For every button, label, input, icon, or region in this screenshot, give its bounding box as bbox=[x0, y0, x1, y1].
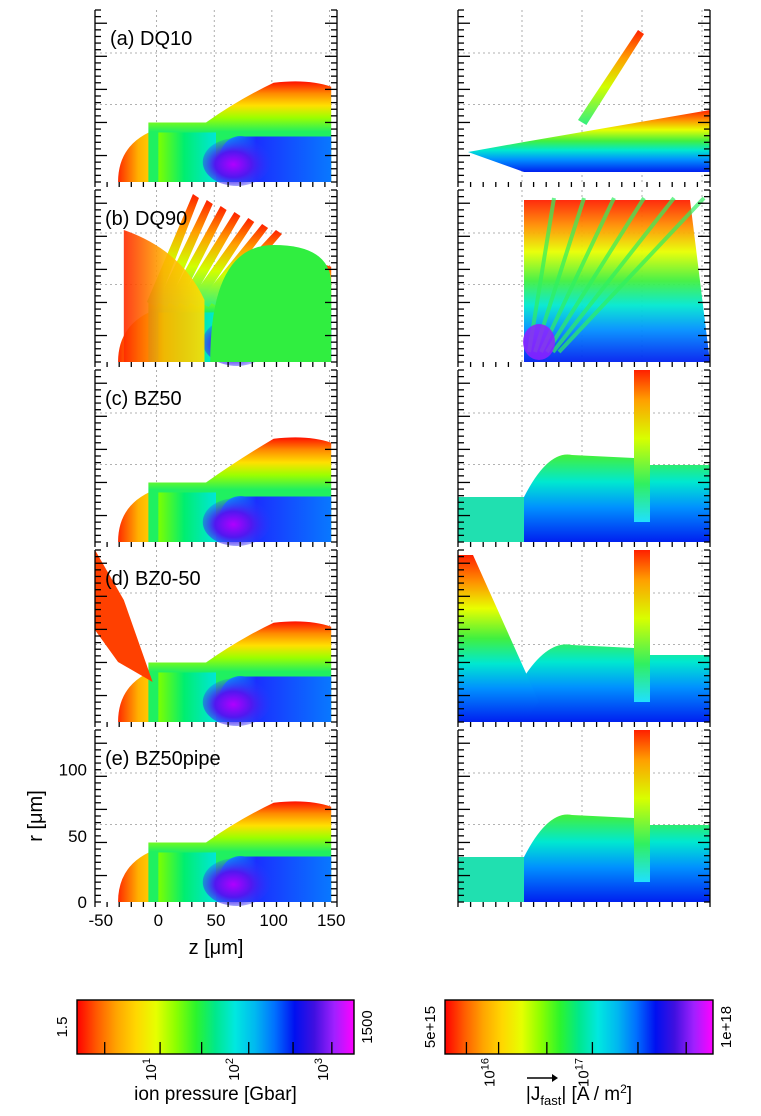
current-panel-3 bbox=[457, 549, 711, 727]
pressure-colorbar-tick-exponent: 2 bbox=[224, 1058, 236, 1064]
current-colorbar-label-part-4: ] bbox=[627, 1084, 632, 1105]
pressure-colorbar-label: ion pressure [Gbar] bbox=[134, 1084, 297, 1105]
x-tick-label: 50 bbox=[207, 911, 226, 930]
panel-label: (a) DQ10 bbox=[110, 28, 192, 50]
pressure-panel-4: (e) BZ50pipe bbox=[94, 729, 338, 907]
purple-core bbox=[202, 498, 271, 546]
current-filament bbox=[545, 196, 646, 354]
pressure-colorbar-gradient bbox=[77, 1000, 354, 1054]
current-filament bbox=[557, 196, 706, 354]
y-axis-label: r [μm] bbox=[25, 790, 47, 842]
cone-tip-region bbox=[118, 668, 159, 722]
current-field bbox=[524, 550, 710, 722]
current-jet bbox=[578, 30, 644, 125]
current-spike bbox=[634, 370, 650, 522]
current-colorbar-tick-exponent: 17 bbox=[573, 1058, 585, 1070]
current-colorbar-min-label: 5e+15 bbox=[422, 1006, 439, 1048]
current-colorbar-tick-label: 1017 bbox=[573, 1058, 592, 1087]
pressure-colorbar-frame bbox=[76, 999, 355, 1055]
current-colorbar-label-part-1: fast bbox=[540, 1093, 561, 1108]
current-colorbar-label-part-3: 2 bbox=[620, 1082, 627, 1096]
x-tick-label: 100 bbox=[259, 911, 287, 930]
purple-core bbox=[202, 678, 271, 726]
pressure-panel-0: (a) DQ10 bbox=[94, 9, 338, 187]
purple-core bbox=[202, 858, 271, 906]
vector-arrowhead-icon bbox=[552, 1074, 558, 1082]
x-tick-label: 150 bbox=[317, 911, 345, 930]
current-colorbar-label-part-2: | [A / m bbox=[561, 1084, 620, 1105]
jet bbox=[188, 218, 255, 307]
y-tick-label: 100 bbox=[59, 761, 87, 780]
expansion-region bbox=[123, 230, 205, 362]
current-panel-0 bbox=[457, 9, 711, 187]
current-core bbox=[523, 324, 555, 360]
pressure-colorbar-min-label: 1.5 bbox=[54, 1017, 71, 1038]
panel-label: (b) DQ90 bbox=[105, 208, 187, 230]
current-colorbar-tick-label: 1016 bbox=[480, 1058, 499, 1087]
current-field bbox=[524, 370, 710, 542]
panel-label: (e) BZ50pipe bbox=[105, 748, 221, 770]
current-pre-region bbox=[458, 857, 524, 902]
current-field bbox=[468, 110, 710, 172]
current-filament bbox=[539, 197, 616, 353]
current-panel-1 bbox=[457, 189, 711, 367]
cone-tip-region bbox=[118, 128, 159, 182]
pressure-colorbar-tick-label: 101 bbox=[141, 1058, 160, 1081]
current-panel-4 bbox=[457, 729, 711, 907]
current-colorbar-max-label: 1e+18 bbox=[718, 1006, 735, 1048]
pressure-panel-2: (c) BZ50 bbox=[94, 369, 338, 547]
panel-label: (d) BZ0-50 bbox=[105, 568, 201, 590]
current-pre-region bbox=[458, 497, 524, 542]
current-filament bbox=[551, 196, 676, 354]
wedge-region bbox=[95, 550, 153, 682]
current-colorbar-label: |Jfast| [A / m2] bbox=[526, 1082, 632, 1108]
pressure-colorbar: 1.5 1500 101 102 103 ion pressure [Gbar] bbox=[54, 999, 376, 1105]
y-tick-label: 0 bbox=[78, 893, 87, 912]
pressure-colorbar-tick-exponent: 1 bbox=[141, 1058, 153, 1064]
pressure-colorbar-tick-label: 103 bbox=[313, 1058, 332, 1081]
x-axis-label: z [μm] bbox=[189, 937, 244, 959]
current-colorbar-tick-exponent: 16 bbox=[480, 1058, 492, 1070]
pressure-colorbar-max-label: 1500 bbox=[359, 1010, 376, 1043]
cone-tip-region bbox=[118, 488, 159, 542]
y-tick-label: 50 bbox=[68, 827, 87, 846]
current-panel-2 bbox=[457, 369, 711, 547]
pressure-panels: (a) DQ10 (b) DQ90 (c) BZ50 (d) BZ0-50 (e) BZ… bbox=[94, 9, 338, 907]
pressure-panel-1: (b) DQ90 bbox=[94, 189, 338, 367]
current-colorbar-gradient bbox=[445, 1000, 713, 1054]
x-tick-label: -50 bbox=[88, 911, 113, 930]
cone-tip-region bbox=[118, 848, 159, 902]
current-spike bbox=[634, 730, 650, 882]
current-spike bbox=[634, 550, 650, 702]
panel-label: (c) BZ50 bbox=[105, 388, 182, 410]
current-field bbox=[524, 730, 710, 902]
x-tick-label: 0 bbox=[154, 911, 163, 930]
pressure-panel-3: (d) BZ0-50 bbox=[94, 549, 338, 727]
pressure-colorbar-tick-exponent: 3 bbox=[313, 1058, 325, 1064]
current-wedge bbox=[458, 555, 539, 722]
purple-core bbox=[202, 138, 271, 186]
pressure-colorbar-tick-label: 102 bbox=[224, 1058, 243, 1081]
current-colorbar-frame bbox=[444, 999, 714, 1055]
shell-dome bbox=[210, 245, 332, 362]
current-density-panels bbox=[457, 9, 711, 907]
colorbars: 1.5 1500 101 102 103 ion pressure [Gbar] 5e+15… bbox=[54, 999, 735, 1108]
current-colorbar-label-part-0: |J bbox=[526, 1084, 540, 1105]
